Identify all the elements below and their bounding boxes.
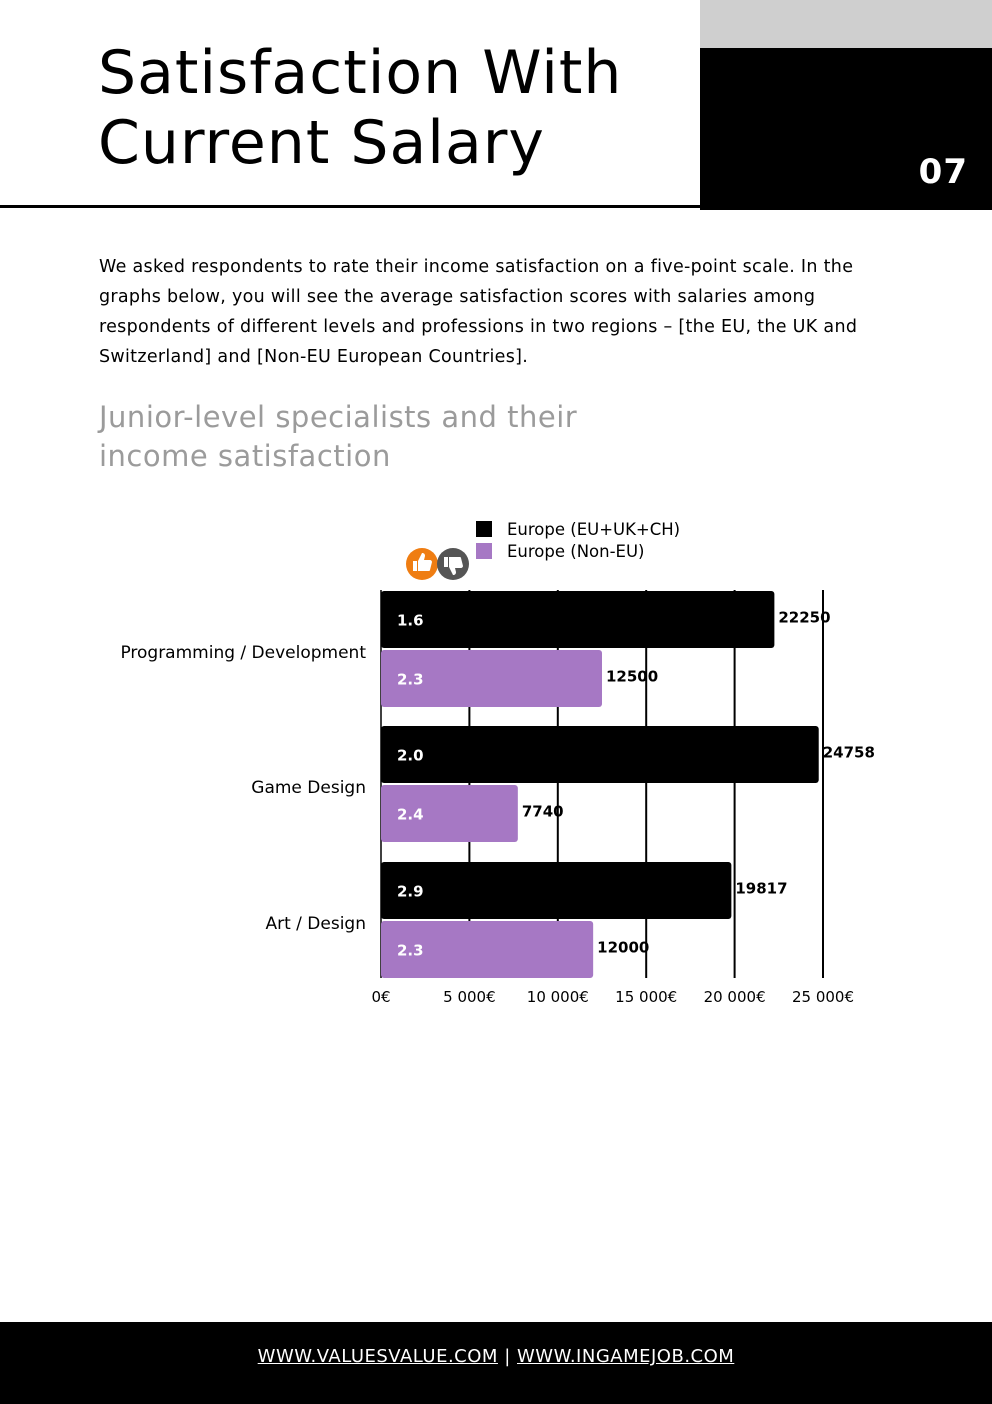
section-subtitle-line1: Junior-level specialists and their — [99, 400, 578, 434]
satisfaction-label: 2.9 — [397, 883, 424, 901]
footer-link-valuesvalue[interactable]: WWW.VALUESVALUE.COM — [257, 1346, 498, 1367]
satisfaction-label: 2.3 — [397, 671, 424, 689]
value-label: 24758 — [823, 744, 875, 762]
value-label: 12000 — [597, 939, 649, 957]
x-tick-label: 0€ — [371, 988, 390, 1006]
page-number: 07 — [918, 152, 968, 192]
satisfaction-label: 2.4 — [397, 806, 424, 824]
x-tick-label: 10 000€ — [527, 988, 589, 1006]
x-tick-label: 5 000€ — [443, 988, 496, 1006]
thumbs-down-icon — [437, 548, 469, 580]
satisfaction-label: 1.6 — [397, 612, 424, 630]
bar — [381, 591, 775, 648]
legend-swatch — [476, 543, 492, 559]
satisfaction-label: 2.0 — [397, 747, 424, 765]
satisfaction-label: 2.3 — [397, 942, 424, 960]
x-tick-label: 15 000€ — [615, 988, 677, 1006]
intro-paragraph: We asked respondents to rate their incom… — [99, 257, 858, 367]
header-black-block: 07 — [700, 48, 992, 210]
bar — [381, 726, 819, 783]
value-label: 12500 — [606, 668, 658, 686]
page-title: Satisfaction With Current Salary — [98, 38, 698, 178]
category-label: Art / Design — [265, 914, 366, 934]
header: 07 Satisfaction With Current Salary — [0, 0, 992, 210]
bar — [381, 650, 602, 707]
bar — [381, 785, 518, 842]
thumbs-up-icon — [406, 548, 438, 580]
section-subtitle: Junior-level specialists and their incom… — [99, 398, 659, 476]
legend-label: Europe (EU+UK+CH) — [507, 520, 680, 539]
x-tick-label: 25 000€ — [792, 988, 854, 1006]
category-label: Game Design — [251, 778, 366, 798]
salary-satisfaction-chart: Programming / Development 1.6 22250 2.3 1250… — [120, 520, 875, 1006]
value-label: 22250 — [778, 609, 830, 627]
legend-label: Europe (Non-EU) — [507, 542, 645, 561]
x-tick-label: 20 000€ — [704, 988, 766, 1006]
bar — [381, 862, 732, 919]
legend-swatch — [476, 521, 492, 537]
footer-separator: | — [504, 1346, 511, 1367]
footer: WWW.VALUESVALUE.COM | WWW.INGAMEJOB.COM — [0, 1322, 992, 1404]
footer-link-ingamejob[interactable]: WWW.INGAMEJOB.COM — [517, 1346, 735, 1367]
page-title-line1: Satisfaction With — [98, 38, 623, 108]
value-label: 19817 — [735, 880, 787, 898]
page-title-line2: Current Salary — [98, 108, 545, 178]
header-rule — [0, 205, 700, 208]
category-label: Programming / Development — [120, 643, 366, 663]
bar — [381, 921, 594, 978]
section-subtitle-line2: income satisfaction — [99, 439, 391, 473]
header-gray-block — [700, 0, 992, 48]
value-label: 7740 — [522, 803, 564, 821]
